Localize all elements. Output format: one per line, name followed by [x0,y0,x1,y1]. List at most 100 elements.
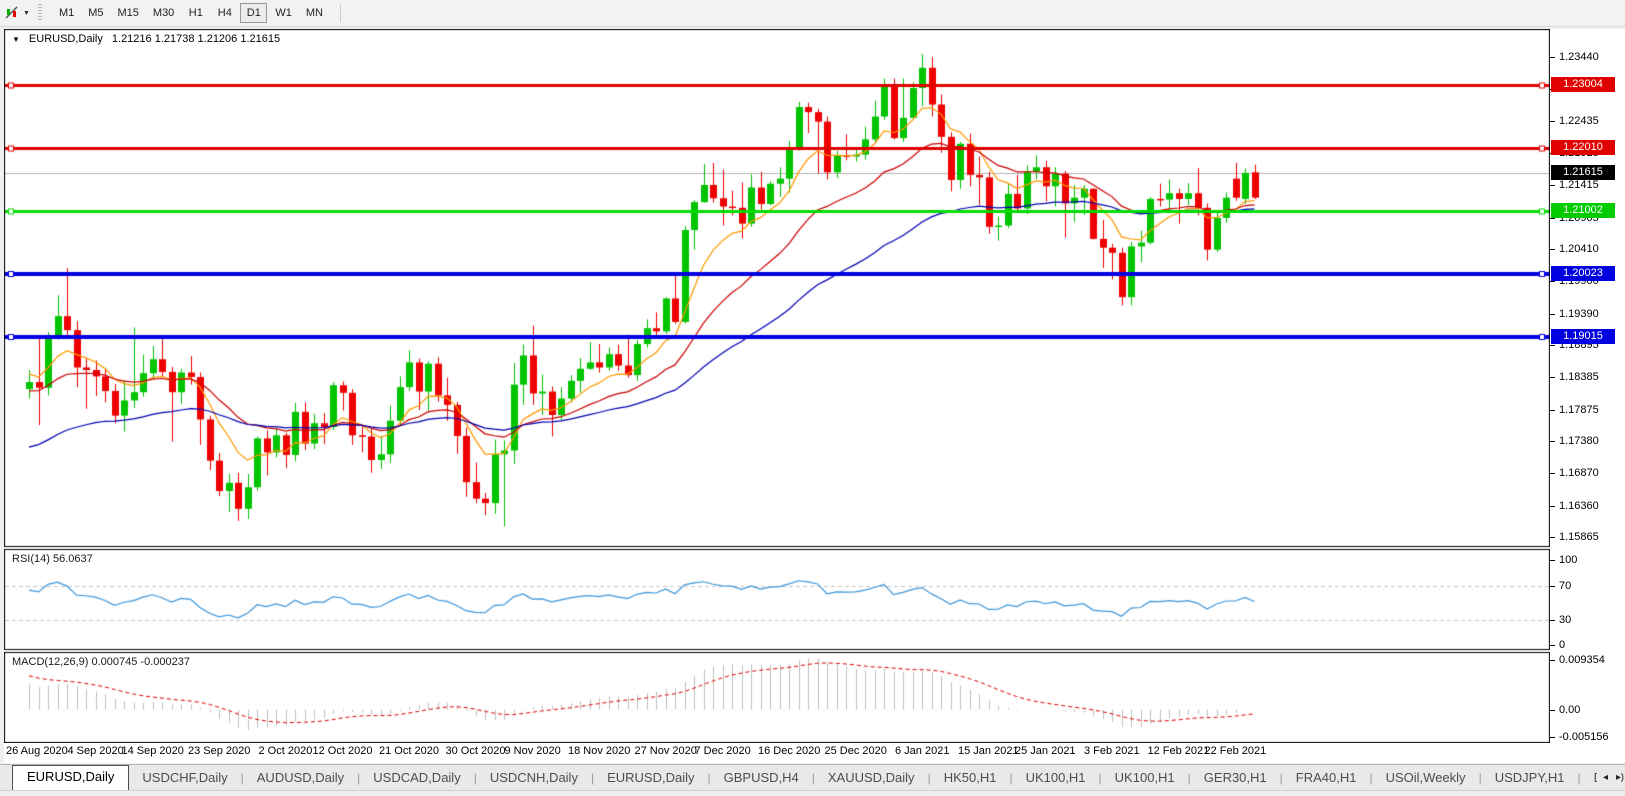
indicator-tick-label: 0.009354 [1550,653,1605,667]
price-badge: 1.22010 [1551,139,1615,155]
price-badge: 1.20023 [1551,265,1615,281]
tab-divider: | [1478,771,1482,785]
collapse-triangle-icon[interactable]: ▼ [12,34,20,44]
price-tick-label: 1.17875 [1550,403,1599,417]
tab-divider: | [1009,771,1013,785]
date-label: 2 Oct 2020 [258,745,313,757]
indicator-tick-label: -0.005156 [1550,730,1609,744]
chevron-down-icon[interactable]: ▼ [23,9,30,17]
date-label: 4 Sep 2020 [67,745,124,757]
price-badge: 1.19015 [1551,329,1615,345]
price-badge: 1.23004 [1551,76,1615,92]
date-label: 6 Jan 2021 [895,745,950,757]
tabs-scroll-right-icon[interactable]: ▸ [1615,772,1621,783]
timeframe-button-m1[interactable]: M1 [58,7,75,19]
tab-divider: | [590,771,595,785]
chart-tab-hk50-h1[interactable]: HK50,H1 [943,770,997,785]
toolbar-separator [339,4,341,22]
toolbar-grip[interactable] [37,4,42,22]
date-label: 7 Dec 2020 [694,745,751,757]
date-label: 21 Oct 2020 [379,745,439,757]
tab-divider: | [1369,771,1373,785]
chart-tab-usdchf-daily[interactable]: USDCHF,Daily [142,770,228,785]
symbol-period-label: EURUSD,Daily [28,33,103,45]
price-tick-label: 1.16360 [1550,499,1599,513]
date-axis[interactable]: 26 Aug 2020 4 Sep 2020 14 Sep 2020 23 Sep 2… [4,743,1550,763]
price-badge: 1.21615 [1551,164,1615,180]
price-tick-label: 1.19390 [1550,307,1599,321]
chart-tab-usdjpy-h1[interactable]: USDJPY,H1 [1494,770,1565,785]
tab-divider: | [473,771,477,785]
date-label: 3 Feb 2021 [1084,745,1140,757]
tab-divider: | [357,771,361,785]
chart-window: ▼ EURUSD,Daily 1.21216 1.21738 1.21206 1… [0,27,1625,764]
macd-indicator-label: MACD(12,26,9) 0.000745 -0.000237 [12,656,190,668]
date-label: 14 Sep 2020 [121,745,184,757]
date-label: 22 Feb 2021 [1204,745,1267,757]
date-label: 30 Oct 2020 [445,745,506,757]
tab-divider: | [927,771,931,785]
status-bar [0,790,1625,796]
chart-tab-usdcnh-daily[interactable]: USDCNH,Daily [489,770,578,785]
price-tick-label: 1.18385 [1550,370,1599,384]
date-label: 12 Feb 2021 [1147,745,1210,757]
tab-divider: | [1279,771,1283,785]
tab-divider: | [1098,771,1102,785]
date-label: 15 Jan 2021 [958,745,1019,757]
timeframe-button-h1[interactable]: H1 [188,7,203,19]
indicator-tick-label: 0.00 [1550,703,1580,717]
tab-divider: | [811,771,815,785]
price-chart-canvas[interactable] [4,29,1550,763]
chart-tab-ger30-h1[interactable]: GER30,H1 [1203,770,1267,785]
price-tick-label: 1.22435 [1550,114,1599,128]
chart-tab-eurusd-daily[interactable]: EURUSD,Daily [607,770,695,785]
date-label: 25 Jan 2021 [1015,745,1076,757]
tabs-scroll-left-icon[interactable]: ◂ [1602,772,1608,783]
price-tick-label: 1.23440 [1550,50,1599,64]
price-tick-label: 1.21415 [1550,178,1599,192]
indicator-tick-label: 30 [1550,613,1571,627]
price-axis[interactable]: 1.234401.229301.224351.219251.214151.209… [1550,29,1625,763]
chart-tabs-bar: EURUSD,Daily USDCHF,Daily | AUDUSD,Daily | US… [0,764,1625,790]
date-label: 23 Sep 2020 [188,745,251,757]
timeframe-button-m5[interactable]: M5 [88,7,104,19]
date-label: 16 Dec 2020 [758,745,821,757]
chart-tab-xauusd-daily[interactable]: XAUUSD,Daily [827,770,915,785]
chart-tab-usoil-weekly[interactable]: USOil,Weekly [1385,770,1466,785]
chart-tab-uk100-h1[interactable]: UK100,H1 [1025,770,1086,785]
chart-tab-usdcad-daily[interactable]: USDCAD,Daily [373,770,461,785]
tab-divider: | [240,771,244,785]
date-label: 18 Nov 2020 [568,745,631,757]
ohlc-readout: 1.21216 1.21738 1.21206 1.21615 [111,33,281,45]
chart-tab-uk100-h1[interactable]: UK100,H1 [1114,770,1175,785]
price-tick-label: 1.16870 [1550,466,1599,480]
timeframe-button-d1[interactable]: D1 [240,3,268,23]
chart-tab-gbpusd-h4[interactable]: GBPUSD,H4 [723,770,799,785]
price-tick-label: 1.15865 [1550,530,1599,544]
timeframe-button-h4[interactable]: H4 [217,7,232,19]
tab-scroll-arrows: ◂ ▸ [1596,772,1621,783]
price-tick-label: 1.20410 [1550,242,1599,256]
timeframe-button-m30[interactable]: M30 [152,7,175,19]
indicator-tick-label: 100 [1550,553,1577,567]
tab-divider: | [707,771,711,785]
timeframe-button-w1[interactable]: W1 [275,7,292,19]
tab-list: EURUSD,Daily USDCHF,Daily | AUDUSD,Daily | US… [12,765,1625,790]
rsi-indicator-label: RSI(14) 56.0637 [12,553,93,565]
price-tick-label: 1.17380 [1550,434,1599,448]
chart-tab-eurusd-daily[interactable]: EURUSD,Daily [12,765,130,790]
indicator-tick-label: 0 [1550,638,1565,652]
chart-cursor-icon[interactable] [2,3,22,23]
timeframe-button-mn[interactable]: MN [305,7,323,19]
chart-tab-fra40-h1[interactable]: FRA40,H1 [1295,770,1357,785]
price-badge: 1.21002 [1551,203,1615,219]
tab-divider: | [1187,771,1191,785]
timeframe-button-m15[interactable]: M15 [117,7,139,19]
indicator-tick-label: 70 [1550,579,1571,593]
date-label: 25 Dec 2020 [824,745,887,757]
date-label: 26 Aug 2020 [6,745,68,757]
date-label: 12 Oct 2020 [312,745,373,757]
chart-tab-audusd-daily[interactable]: AUDUSD,Daily [256,770,345,785]
toolbar: ▼ M1 M5 M15 M30 H1 H4 D1 W1 MN [0,0,1625,27]
